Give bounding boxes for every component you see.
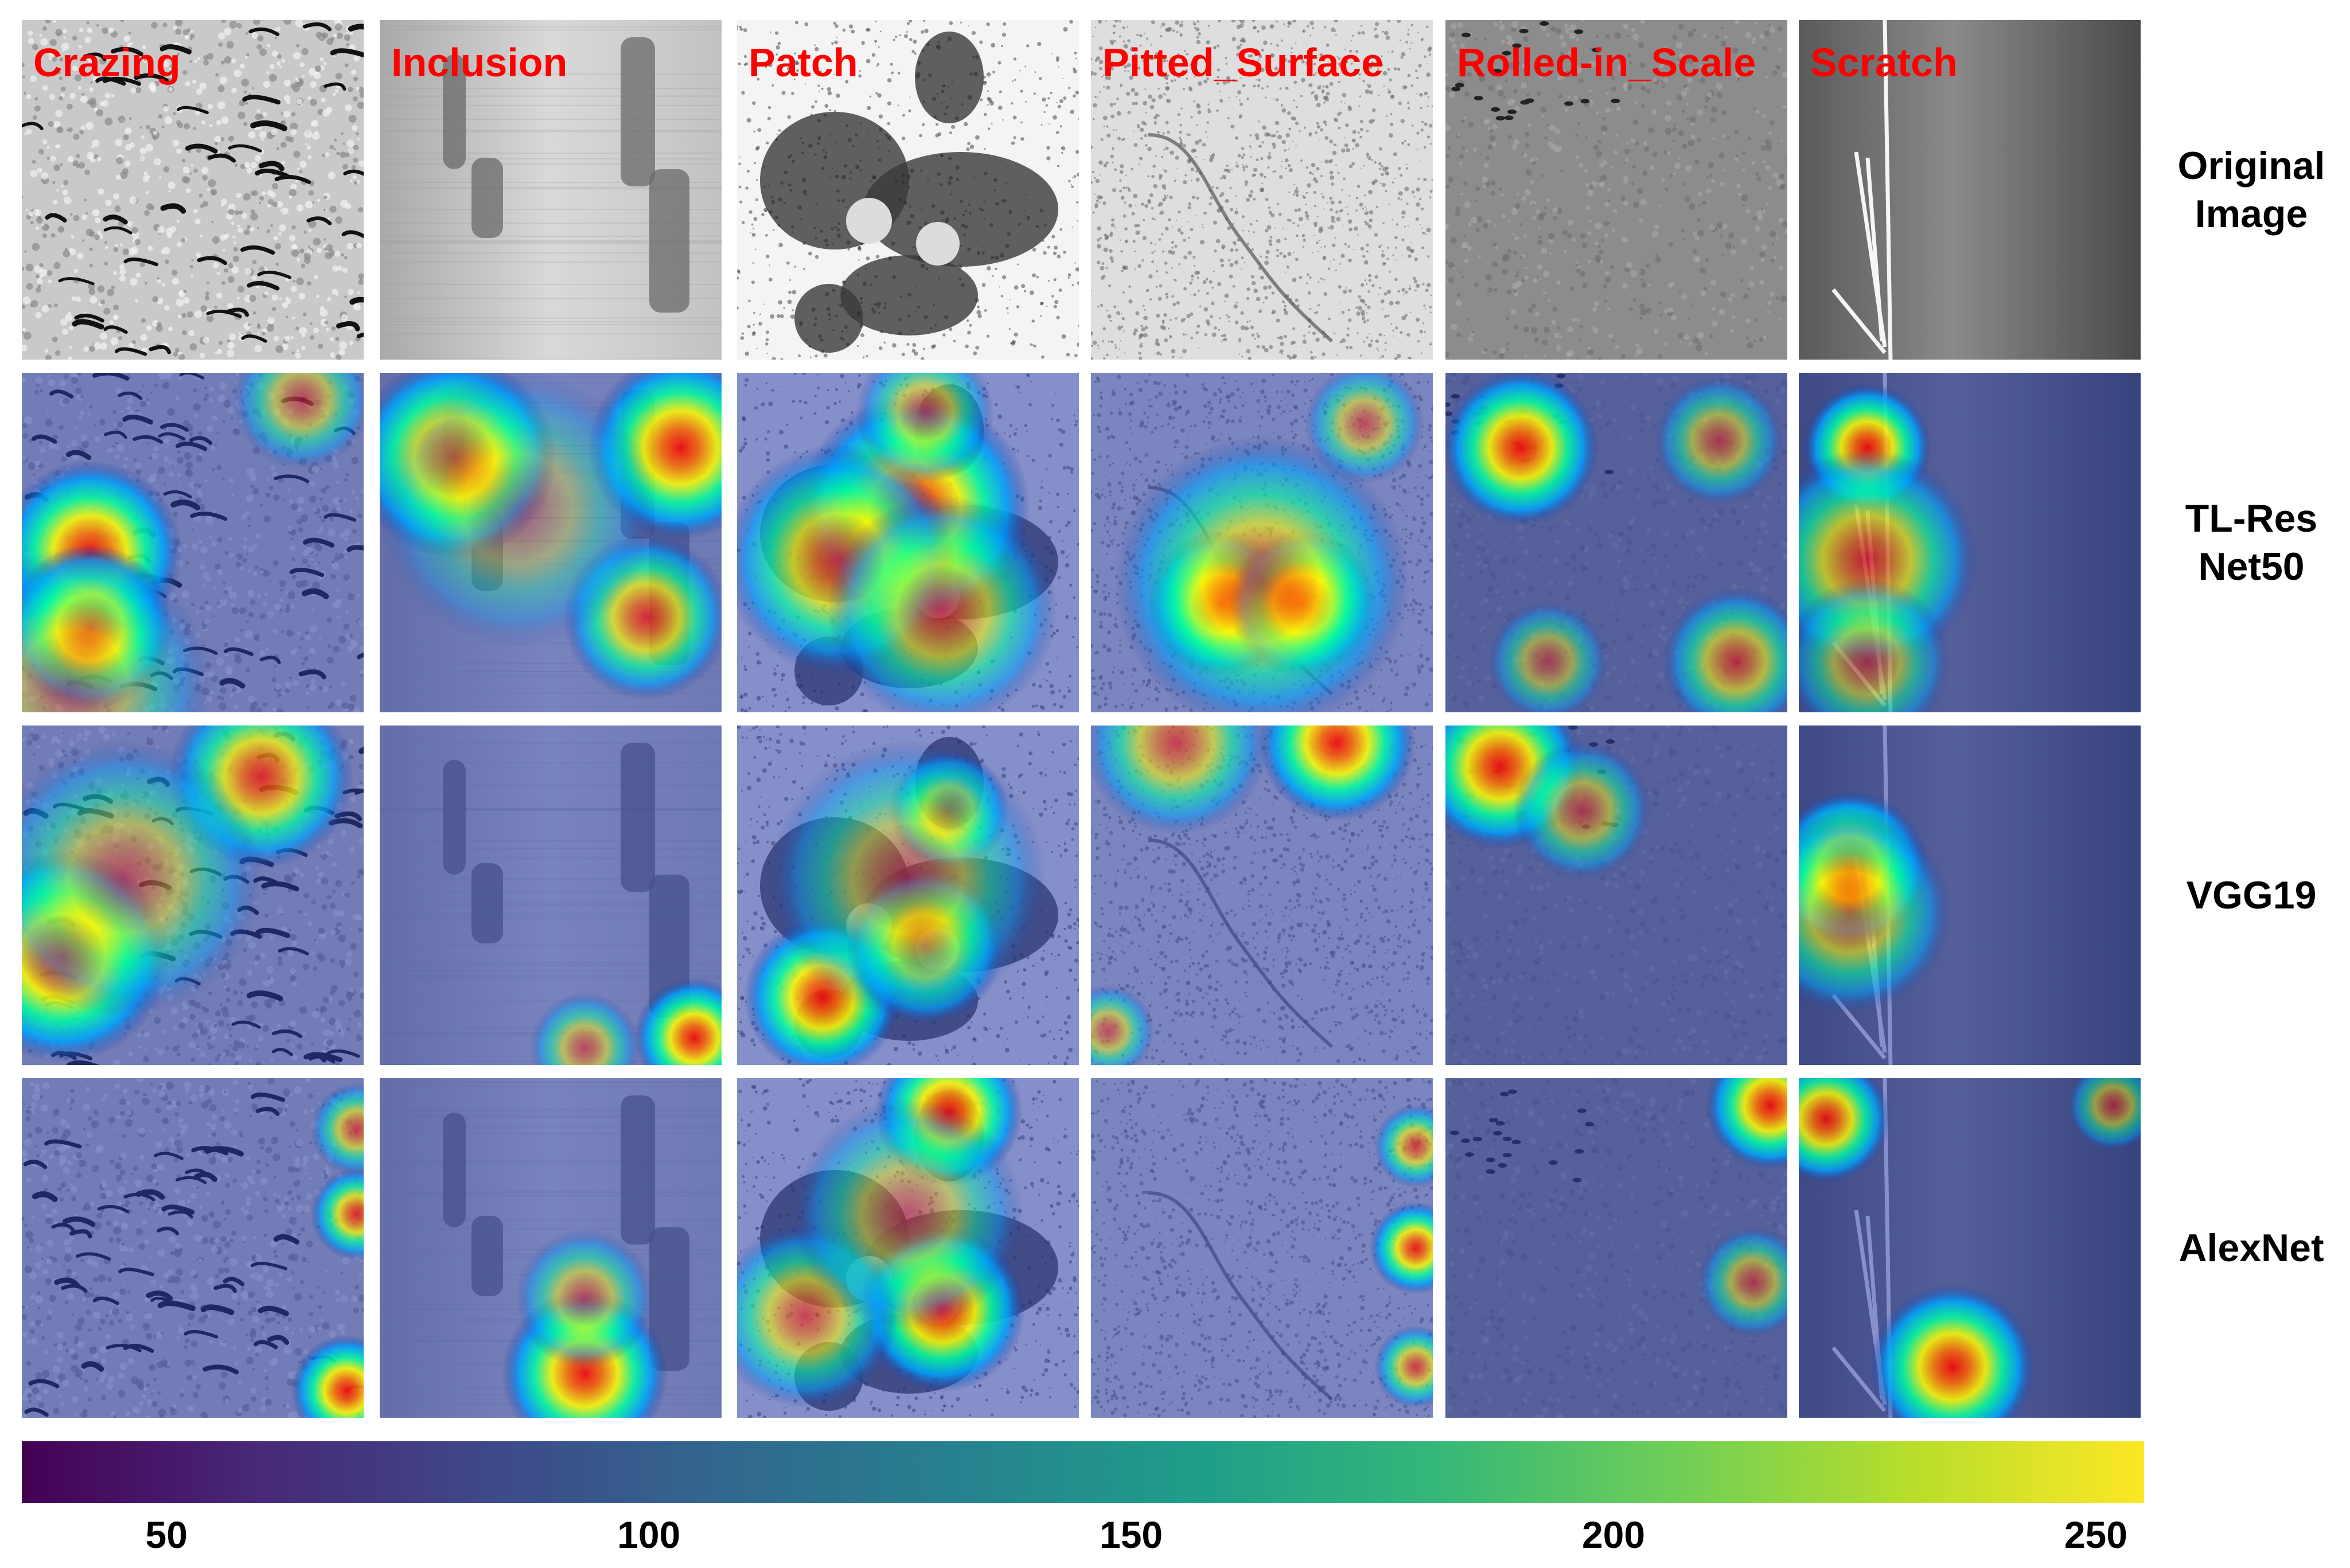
cell-image-2-0	[22, 726, 364, 1065]
cell-image-1-5	[1799, 373, 2141, 712]
cell-image-3-3	[1091, 1078, 1433, 1418]
column-label: Pitted_Surface	[1102, 40, 1384, 85]
cell-image-1-3	[1091, 373, 1433, 712]
cell-0-5: Scratch	[1799, 20, 2141, 360]
row-label-line: TL-Res	[2185, 497, 2318, 540]
row-label-line: AlexNet	[2178, 1226, 2324, 1270]
cell-image-2-1	[380, 726, 722, 1065]
cell-0-3: Pitted_Surface	[1091, 20, 1433, 360]
cell-image-3-1	[380, 1078, 722, 1418]
cell-2-5	[1799, 726, 2141, 1065]
cell-image-3-0	[22, 1078, 364, 1418]
column-label: Scratch	[1810, 40, 1958, 85]
cell-image-0-1	[380, 20, 722, 360]
cell-image-0-2	[737, 20, 1079, 360]
column-label: Inclusion	[391, 40, 568, 85]
cell-image-2-3	[1091, 726, 1433, 1065]
row-label: TL-Res Net50	[2157, 494, 2346, 591]
row-label: AlexNet	[2157, 1224, 2346, 1272]
cell-image-3-5	[1799, 1078, 2141, 1418]
cell-image-2-4	[1445, 726, 1787, 1065]
cell-0-1: Inclusion	[380, 20, 722, 360]
column-label: Rolled-in_Scale	[1457, 40, 1756, 85]
cell-image-2-2	[737, 726, 1079, 1065]
column-label: Patch	[749, 40, 858, 85]
cell-image-1-4	[1445, 373, 1787, 712]
row-label-line: Net50	[2198, 545, 2305, 588]
row-label: Original Image	[2157, 142, 2346, 238]
cell-1-4	[1445, 373, 1787, 712]
cell-3-5	[1799, 1078, 2141, 1418]
cell-image-0-3	[1091, 20, 1433, 360]
cell-3-1	[380, 1078, 722, 1418]
cell-image-0-5	[1799, 20, 2141, 360]
cell-0-0: Crazing	[22, 20, 364, 360]
cell-0-2: Patch	[737, 20, 1079, 360]
cell-image-1-2	[737, 373, 1079, 712]
cell-3-4	[1445, 1078, 1787, 1418]
cell-1-3	[1091, 373, 1433, 712]
colorbar-tick-label: 250	[2064, 1514, 2127, 1556]
cell-1-2	[737, 373, 1079, 712]
cell-image-3-2	[737, 1078, 1079, 1418]
colorbar-tick-label: 150	[1100, 1514, 1163, 1556]
colorbar-tick-label: 50	[145, 1514, 188, 1556]
cell-2-1	[380, 726, 722, 1065]
cell-0-4: Rolled-in_Scale	[1445, 20, 1787, 360]
colorbar-tick-label: 100	[617, 1514, 681, 1556]
row-label: VGG19	[2157, 871, 2346, 919]
row-label-line: VGG19	[2186, 873, 2317, 917]
cell-1-5	[1799, 373, 2141, 712]
colorbar-tick-label: 200	[1581, 1514, 1646, 1556]
cell-image-2-5	[1799, 726, 2141, 1065]
colorbar	[22, 1441, 2144, 1503]
cell-2-2	[737, 726, 1079, 1065]
column-label: Crazing	[33, 40, 181, 85]
row-label-line: Original	[2177, 144, 2325, 188]
cell-1-0	[22, 373, 364, 712]
cell-image-3-4	[1445, 1078, 1787, 1418]
cell-1-1	[380, 373, 722, 712]
cell-3-3	[1091, 1078, 1433, 1418]
cell-3-0	[22, 1078, 364, 1418]
row-label-line: Image	[2195, 192, 2308, 236]
cell-image-0-0	[22, 20, 364, 360]
cell-image-1-1	[380, 373, 722, 712]
cell-image-0-4	[1445, 20, 1787, 360]
cell-2-4	[1445, 726, 1787, 1065]
cell-3-2	[737, 1078, 1079, 1418]
cell-2-3	[1091, 726, 1433, 1065]
cell-image-1-0	[22, 373, 364, 712]
cell-2-0	[22, 726, 364, 1065]
